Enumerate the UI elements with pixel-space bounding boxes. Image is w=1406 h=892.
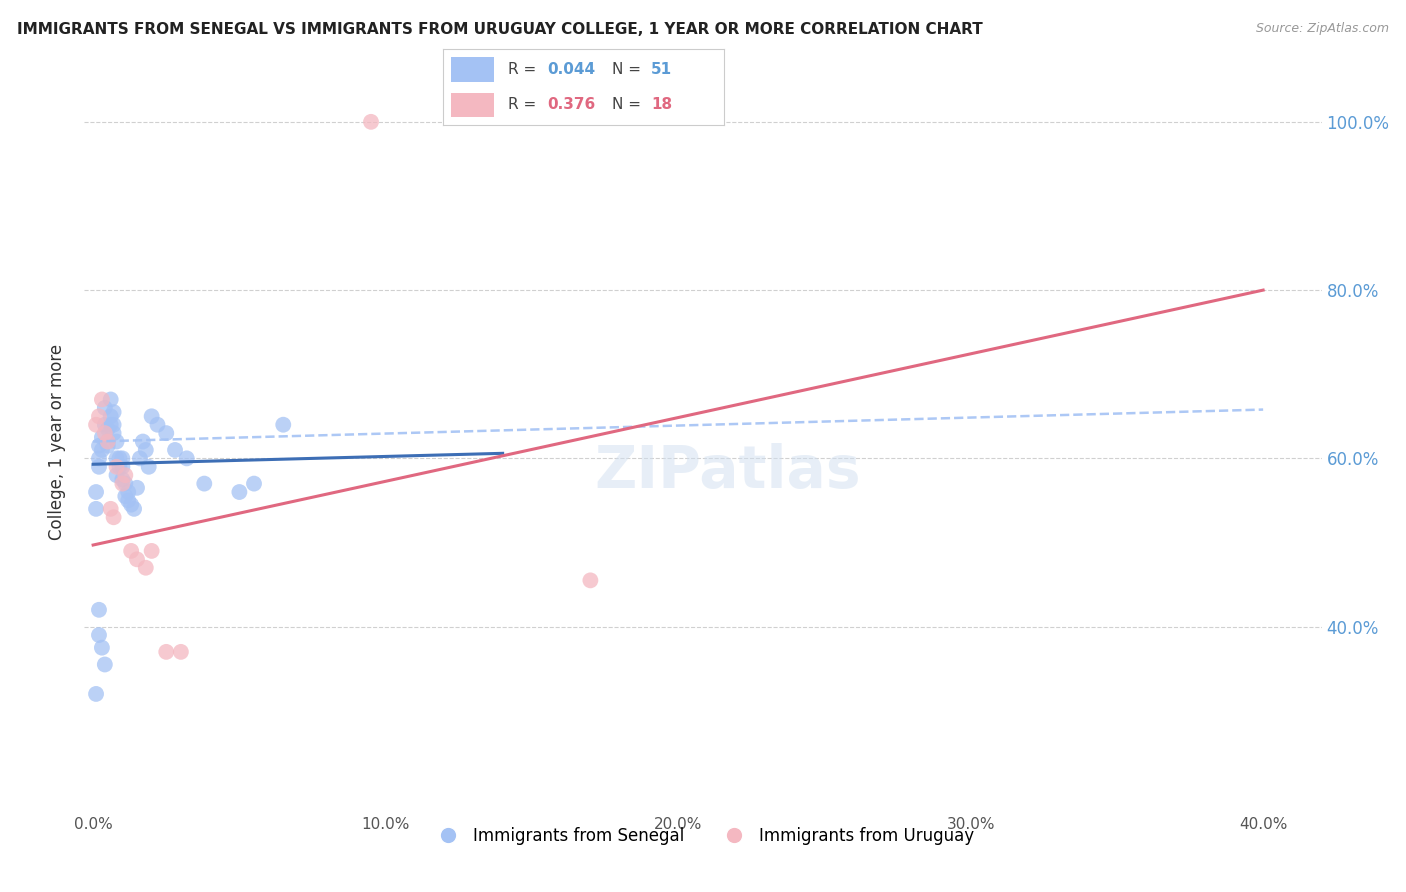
Point [84, 501, 107, 516]
Point [125, 481, 148, 495]
Point [125, 552, 148, 566]
Point [138, 459, 160, 474]
Point [114, 468, 136, 483]
Point [103, 510, 125, 524]
Point [97, 434, 120, 449]
Point [97, 422, 120, 436]
Point [103, 426, 125, 441]
Point [120, 544, 142, 558]
Point [114, 489, 136, 503]
Text: R =: R = [508, 97, 541, 112]
Text: 0.044: 0.044 [547, 62, 595, 77]
Point [90, 392, 112, 407]
Text: 0.376: 0.376 [547, 97, 595, 112]
Point [100, 501, 122, 516]
Point [117, 485, 139, 500]
Point [84, 485, 107, 500]
Point [97, 434, 120, 449]
Legend: Immigrants from Senegal, Immigrants from Uruguay: Immigrants from Senegal, Immigrants from… [425, 820, 981, 852]
Point [176, 451, 198, 466]
Point [87, 459, 110, 474]
Point [271, 417, 294, 432]
Point [579, 574, 602, 588]
Point [141, 409, 163, 424]
Point [87, 409, 110, 424]
Point [120, 498, 142, 512]
Point [105, 468, 128, 483]
Text: 18: 18 [651, 97, 672, 112]
Point [100, 392, 122, 407]
Point [155, 645, 177, 659]
Point [122, 501, 145, 516]
Point [360, 115, 382, 129]
Point [100, 417, 122, 432]
Point [90, 442, 112, 457]
Point [111, 459, 134, 474]
Point [90, 430, 112, 444]
Point [105, 451, 128, 466]
Point [135, 560, 157, 574]
Point [84, 417, 107, 432]
Text: N =: N = [612, 62, 645, 77]
Text: N =: N = [612, 97, 645, 112]
Point [94, 417, 117, 432]
Point [132, 434, 155, 449]
Text: Source: ZipAtlas.com: Source: ZipAtlas.com [1256, 22, 1389, 36]
Point [243, 476, 266, 491]
Point [135, 442, 157, 457]
Point [114, 476, 136, 491]
Point [103, 417, 125, 432]
Point [108, 459, 131, 474]
Point [111, 472, 134, 486]
Text: ZIPatlas: ZIPatlas [595, 442, 860, 500]
Point [155, 426, 177, 441]
FancyBboxPatch shape [451, 93, 494, 118]
Point [90, 640, 112, 655]
Point [111, 476, 134, 491]
FancyBboxPatch shape [451, 57, 494, 82]
Point [94, 657, 117, 672]
Point [105, 434, 128, 449]
Y-axis label: College, 1 year or more: College, 1 year or more [48, 343, 66, 540]
Text: R =: R = [508, 62, 541, 77]
Point [141, 544, 163, 558]
Point [87, 628, 110, 642]
Point [193, 476, 215, 491]
Point [111, 451, 134, 466]
Point [94, 426, 117, 441]
Point [97, 439, 120, 453]
Point [100, 409, 122, 424]
Text: IMMIGRANTS FROM SENEGAL VS IMMIGRANTS FROM URUGUAY COLLEGE, 1 YEAR OR MORE CORRE: IMMIGRANTS FROM SENEGAL VS IMMIGRANTS FR… [17, 22, 983, 37]
Point [105, 459, 128, 474]
Point [87, 439, 110, 453]
Point [146, 417, 169, 432]
Point [87, 603, 110, 617]
Point [94, 401, 117, 415]
Point [108, 451, 131, 466]
Point [87, 451, 110, 466]
Point [170, 645, 193, 659]
Point [163, 442, 186, 457]
Text: 51: 51 [651, 62, 672, 77]
Point [103, 405, 125, 419]
Point [117, 493, 139, 508]
Point [228, 485, 250, 500]
Point [129, 451, 152, 466]
Point [84, 687, 107, 701]
